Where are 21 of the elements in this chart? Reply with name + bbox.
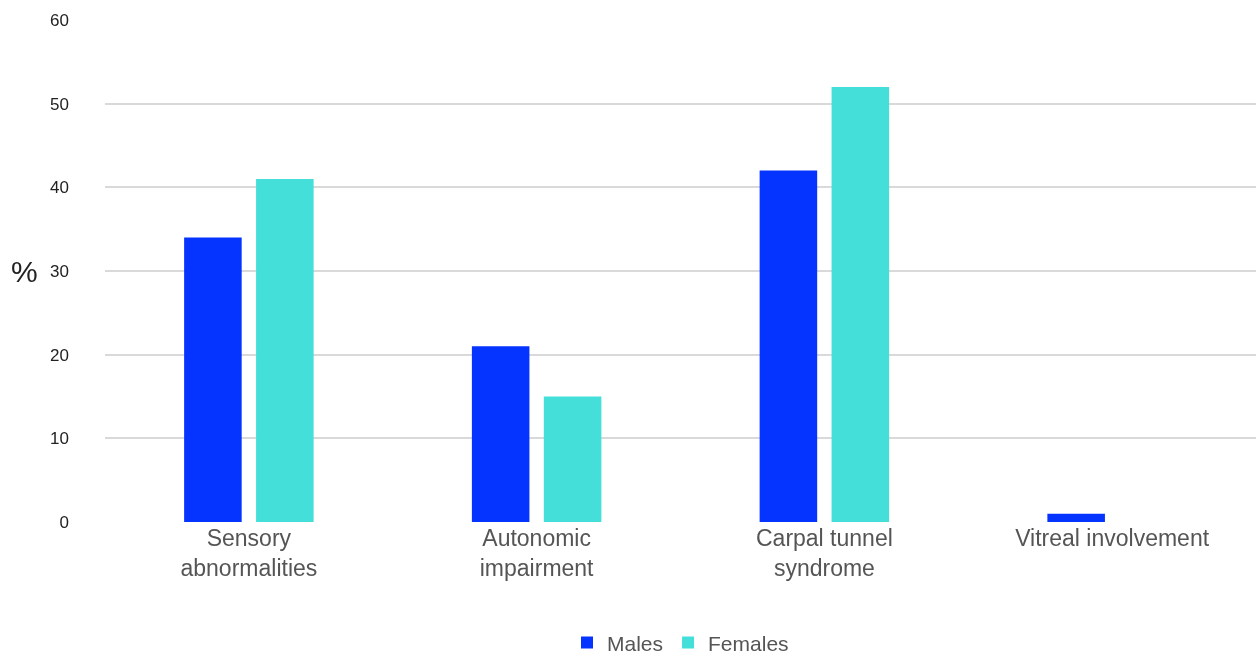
y-tick-label: 40 <box>50 178 69 198</box>
bar <box>184 237 242 522</box>
x-tick-label: Autonomic impairment <box>479 525 595 581</box>
bar <box>1047 513 1105 522</box>
x-tick-label: Carpal tunnel syndrome <box>755 525 893 581</box>
y-tick-label: 60 <box>50 10 69 30</box>
bar <box>256 178 314 522</box>
legend-label: Males <box>607 631 664 655</box>
y-tick-label: 30 <box>50 261 69 281</box>
legend-label: Females <box>708 631 789 655</box>
y-tick-label: 50 <box>50 94 69 114</box>
y-tick-label: 0 <box>59 512 69 532</box>
x-tick-label: Sensory abnormalities <box>180 525 318 581</box>
bar <box>471 346 530 522</box>
y-tick-label: 20 <box>50 345 69 365</box>
bar <box>543 396 602 522</box>
y-tick-label: 10 <box>50 429 69 449</box>
x-tick-label: Vitreal involvement <box>1015 525 1210 551</box>
y-axis-title: % <box>11 255 38 288</box>
bar <box>831 86 890 522</box>
bar <box>759 170 818 522</box>
